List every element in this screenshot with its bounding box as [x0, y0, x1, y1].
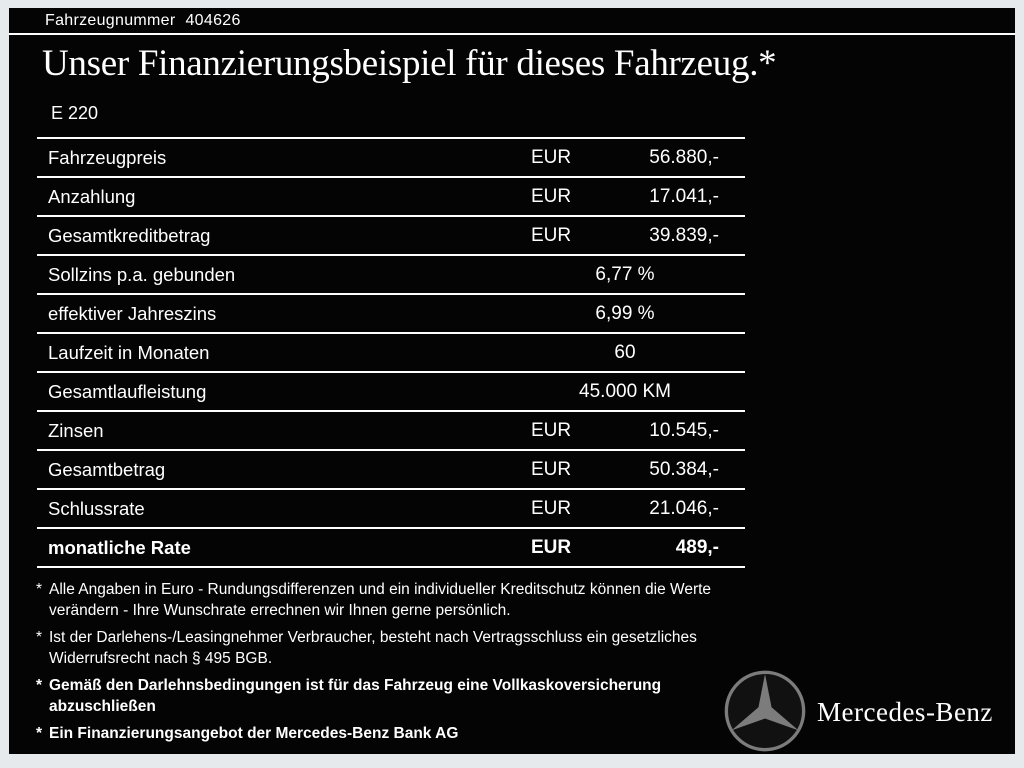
- row-value: 21.046,-: [649, 497, 719, 519]
- row-value-cell: EUR 21.046,-: [531, 498, 719, 520]
- row-value-cell: EUR 10.545,-: [531, 420, 719, 442]
- row-value: 39.839,-: [649, 224, 719, 246]
- financing-table: Fahrzeugpreis EUR 56.880,- Anzahlung EUR…: [37, 137, 745, 568]
- footnote: * Alle Angaben in Euro - Rundungsdiffere…: [36, 580, 750, 622]
- currency-label: EUR: [531, 185, 572, 207]
- footnotes: * Alle Angaben in Euro - Rundungsdiffere…: [36, 580, 750, 744]
- row-value-cell: 6,77 %: [531, 264, 719, 286]
- row-value-cell: EUR 489,-: [531, 537, 719, 559]
- footnote: * Ein Finanzierungsangebot der Mercedes-…: [36, 724, 750, 745]
- mercedes-star-icon: [723, 669, 807, 753]
- footnote-marker: *: [36, 628, 43, 646]
- row-label: Gesamtbetrag: [48, 458, 166, 480]
- table-row-monthly-rate: monatliche Rate EUR 489,-: [37, 527, 745, 566]
- currency-label: EUR: [531, 419, 572, 441]
- row-value: 6,77 %: [595, 263, 655, 285]
- row-value-cell: 45.000 KM: [531, 381, 719, 403]
- row-label: Anzahlung: [48, 185, 136, 207]
- footnote-text: Alle Angaben in Euro - Rundungsdifferenz…: [49, 581, 712, 619]
- row-label: monatliche Rate: [48, 536, 191, 558]
- currency-label: EUR: [531, 458, 572, 480]
- currency-label: EUR: [531, 536, 572, 558]
- row-label: Laufzeit in Monaten: [48, 341, 210, 363]
- row-label: Schlussrate: [48, 497, 145, 519]
- row-label: Zinsen: [48, 419, 104, 441]
- brand-wordmark: Mercedes-Benz: [817, 697, 993, 727]
- table-row: Gesamtbetrag EUR 50.384,-: [37, 449, 745, 488]
- footnote-marker: *: [36, 581, 43, 598]
- currency-label: EUR: [531, 224, 572, 246]
- footnote-marker: *: [36, 724, 43, 742]
- row-value: 17.041,-: [649, 185, 719, 207]
- row-label: Fahrzeugpreis: [48, 146, 167, 168]
- row-value: 489,-: [675, 536, 719, 558]
- footnote-text: Gemäß den Darlehnsbedingungen ist für da…: [49, 676, 662, 715]
- table-row: Anzahlung EUR 17.041,-: [37, 176, 745, 215]
- table-row: Fahrzeugpreis EUR 56.880,-: [37, 137, 745, 176]
- row-value: 45.000 KM: [579, 380, 671, 402]
- row-label: Gesamtlaufleistung: [48, 380, 207, 402]
- table-row: Schlussrate EUR 21.046,-: [37, 488, 745, 527]
- footnote-text: Ist der Darlehens-/Leasingnehmer Verbrau…: [49, 628, 697, 667]
- header-divider: [9, 33, 1015, 35]
- table-row: Gesamtkreditbetrag EUR 39.839,-: [37, 215, 745, 254]
- row-value-cell: EUR 39.839,-: [531, 225, 719, 247]
- page-title: Unser Finanzierungsbeispiel für dieses F…: [42, 43, 777, 84]
- vehicle-number: Fahrzeugnummer 404626: [45, 12, 241, 30]
- table-row: Zinsen EUR 10.545,-: [37, 410, 745, 449]
- footnote-marker: *: [36, 676, 43, 694]
- table-row: Gesamtlaufleistung 45.000 KM: [37, 371, 745, 410]
- row-value: 60: [614, 341, 636, 363]
- row-value: 50.384,-: [649, 458, 719, 480]
- row-value: 10.545,-: [649, 419, 719, 441]
- currency-label: EUR: [531, 146, 572, 168]
- row-value-cell: EUR 56.880,-: [531, 147, 719, 169]
- table-row: Laufzeit in Monaten 60: [37, 332, 745, 371]
- vehicle-number-label: Fahrzeugnummer: [45, 12, 176, 29]
- footnote: * Gemäß den Darlehnsbedingungen ist für …: [36, 676, 750, 718]
- model-name: E 220: [51, 103, 99, 123]
- row-value: 56.880,-: [649, 146, 719, 168]
- currency-label: EUR: [531, 497, 572, 519]
- row-value-cell: EUR 17.041,-: [531, 186, 719, 208]
- table-row: effektiver Jahreszins 6,99 %: [37, 293, 745, 332]
- row-value-cell: 6,99 %: [531, 303, 719, 325]
- financing-sheet: Fahrzeugnummer 404626 Unser Finanzierungs…: [9, 8, 1015, 754]
- row-label: Gesamtkreditbetrag: [48, 224, 211, 246]
- row-value-cell: 60: [531, 342, 719, 364]
- vehicle-number-value: 404626: [185, 12, 241, 29]
- row-label: effektiver Jahreszins: [48, 302, 217, 324]
- row-value: 6,99 %: [595, 302, 655, 324]
- table-row: Sollzins p.a. gebunden 6,77 %: [37, 254, 745, 293]
- row-label: Sollzins p.a. gebunden: [48, 263, 236, 285]
- row-value-cell: EUR 50.384,-: [531, 459, 719, 481]
- footnote-text: Ein Finanzierungsangebot der Mercedes-Be…: [49, 724, 459, 742]
- footnote: * Ist der Darlehens-/Leasingnehmer Verbr…: [36, 628, 750, 670]
